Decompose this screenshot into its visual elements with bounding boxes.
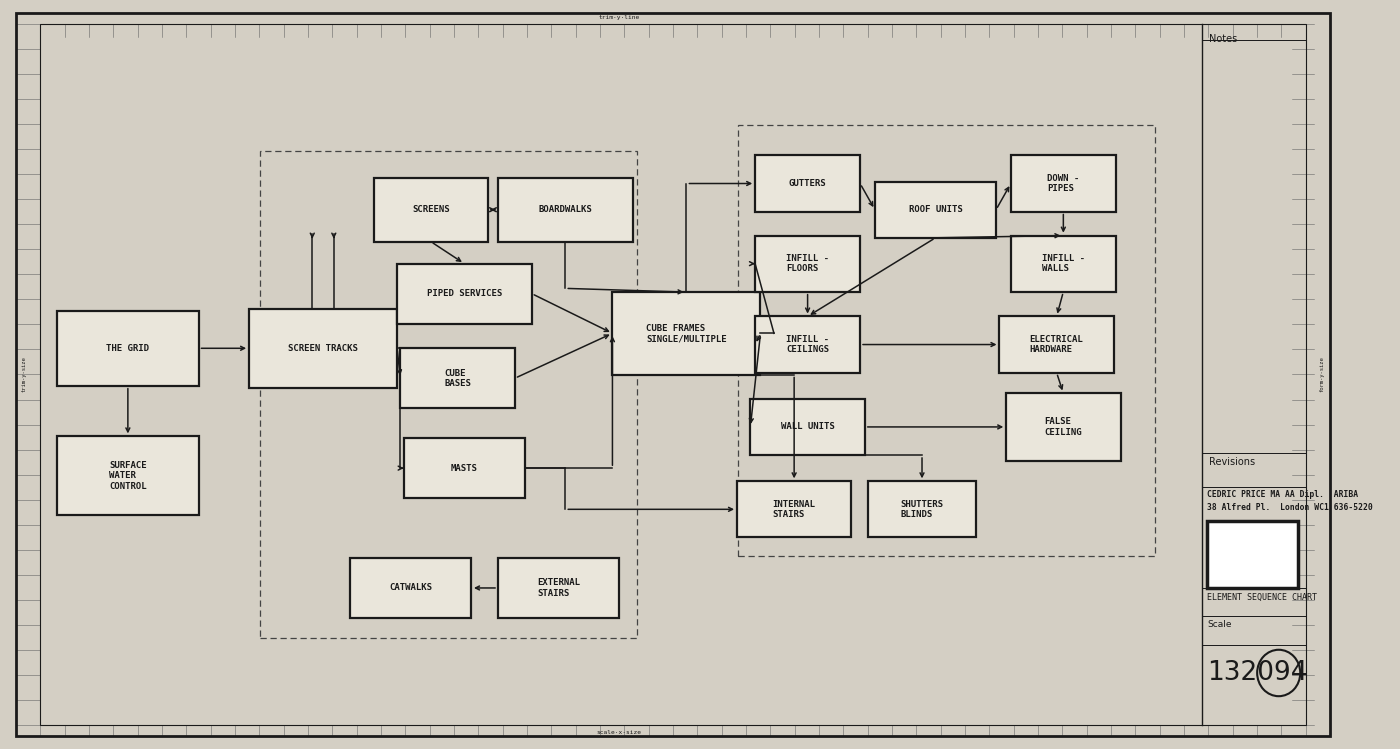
Text: MASTS: MASTS <box>451 464 477 473</box>
Text: form-y-size: form-y-size <box>1319 357 1324 392</box>
Text: INFILL -
FLOORS: INFILL - FLOORS <box>787 254 829 273</box>
Text: trim·y·line: trim·y·line <box>599 15 640 19</box>
Text: INTERNAL
STAIRS: INTERNAL STAIRS <box>773 500 816 519</box>
Text: SHUTTERS
BLINDS: SHUTTERS BLINDS <box>900 500 944 519</box>
Bar <box>612 292 760 374</box>
Bar <box>1011 156 1116 211</box>
Bar <box>868 481 976 538</box>
Text: GUTTERS: GUTTERS <box>788 179 826 188</box>
Bar <box>1007 393 1120 461</box>
Text: FALSE
CEILING: FALSE CEILING <box>1044 417 1082 437</box>
Bar <box>57 311 199 386</box>
Text: BOARDWALKS: BOARDWALKS <box>539 205 592 214</box>
Bar <box>374 178 489 241</box>
Text: Scale: Scale <box>1207 620 1232 629</box>
Text: ELEMENT SEQUENCE CHART: ELEMENT SEQUENCE CHART <box>1207 592 1317 601</box>
Text: INFILL -
WALLS: INFILL - WALLS <box>1042 254 1085 273</box>
Text: 38 Alfred Pl.  London WC1 636-5220: 38 Alfred Pl. London WC1 636-5220 <box>1207 503 1373 512</box>
Text: trim-y-size: trim-y-size <box>22 357 27 392</box>
Bar <box>400 348 515 408</box>
Bar <box>403 438 525 498</box>
Bar <box>755 235 860 291</box>
Bar <box>1011 235 1116 291</box>
Text: CUBE FRAMES
SINGLE/MULTIPLE: CUBE FRAMES SINGLE/MULTIPLE <box>647 324 727 343</box>
Bar <box>350 558 472 618</box>
Text: ROOF UNITS: ROOF UNITS <box>909 205 962 214</box>
Bar <box>755 316 860 372</box>
Bar <box>57 436 199 515</box>
Text: ELECTRICAL
HARDWARE: ELECTRICAL HARDWARE <box>1030 335 1084 354</box>
Text: DOWN -
PIPES: DOWN - PIPES <box>1047 174 1079 193</box>
Bar <box>750 398 865 455</box>
Bar <box>260 151 637 638</box>
Text: THE GRID: THE GRID <box>106 344 150 353</box>
Text: 132094: 132094 <box>1207 660 1308 686</box>
Text: CEDRIC PRICE MA AA Dipl.  ARIBA: CEDRIC PRICE MA AA Dipl. ARIBA <box>1207 490 1358 499</box>
Text: CUBE
BASES: CUBE BASES <box>444 369 470 388</box>
Text: Notes: Notes <box>1208 34 1238 43</box>
Bar <box>736 481 851 538</box>
Bar <box>1207 521 1298 588</box>
Text: SCREENS: SCREENS <box>412 205 449 214</box>
Text: PIPED SERVICES: PIPED SERVICES <box>427 289 503 298</box>
Text: scale·x·size: scale·x·size <box>596 730 641 735</box>
Text: Revisions: Revisions <box>1208 457 1254 467</box>
Text: INFILL -
CEILINGS: INFILL - CEILINGS <box>787 335 829 354</box>
Text: SURFACE
WATER
CONTROL: SURFACE WATER CONTROL <box>109 461 147 491</box>
Bar <box>249 309 398 388</box>
Text: EXTERNAL
STAIRS: EXTERNAL STAIRS <box>538 578 580 598</box>
Text: SCREEN TRACKS: SCREEN TRACKS <box>288 344 358 353</box>
Text: CATWALKS: CATWALKS <box>389 583 433 592</box>
Text: WALL UNITS: WALL UNITS <box>781 422 834 431</box>
Bar <box>738 125 1155 556</box>
Bar <box>1000 316 1114 372</box>
Bar <box>755 156 860 211</box>
Bar <box>498 558 619 618</box>
Bar <box>875 182 995 238</box>
Bar <box>398 264 532 324</box>
Bar <box>498 178 633 241</box>
